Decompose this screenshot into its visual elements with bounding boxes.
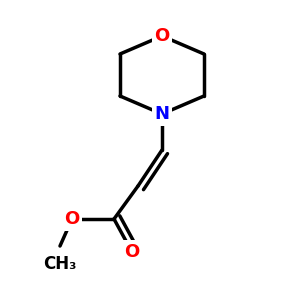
- Text: N: N: [154, 105, 169, 123]
- Text: O: O: [124, 243, 140, 261]
- Text: CH₃: CH₃: [43, 255, 77, 273]
- Text: O: O: [64, 210, 80, 228]
- Text: O: O: [154, 27, 169, 45]
